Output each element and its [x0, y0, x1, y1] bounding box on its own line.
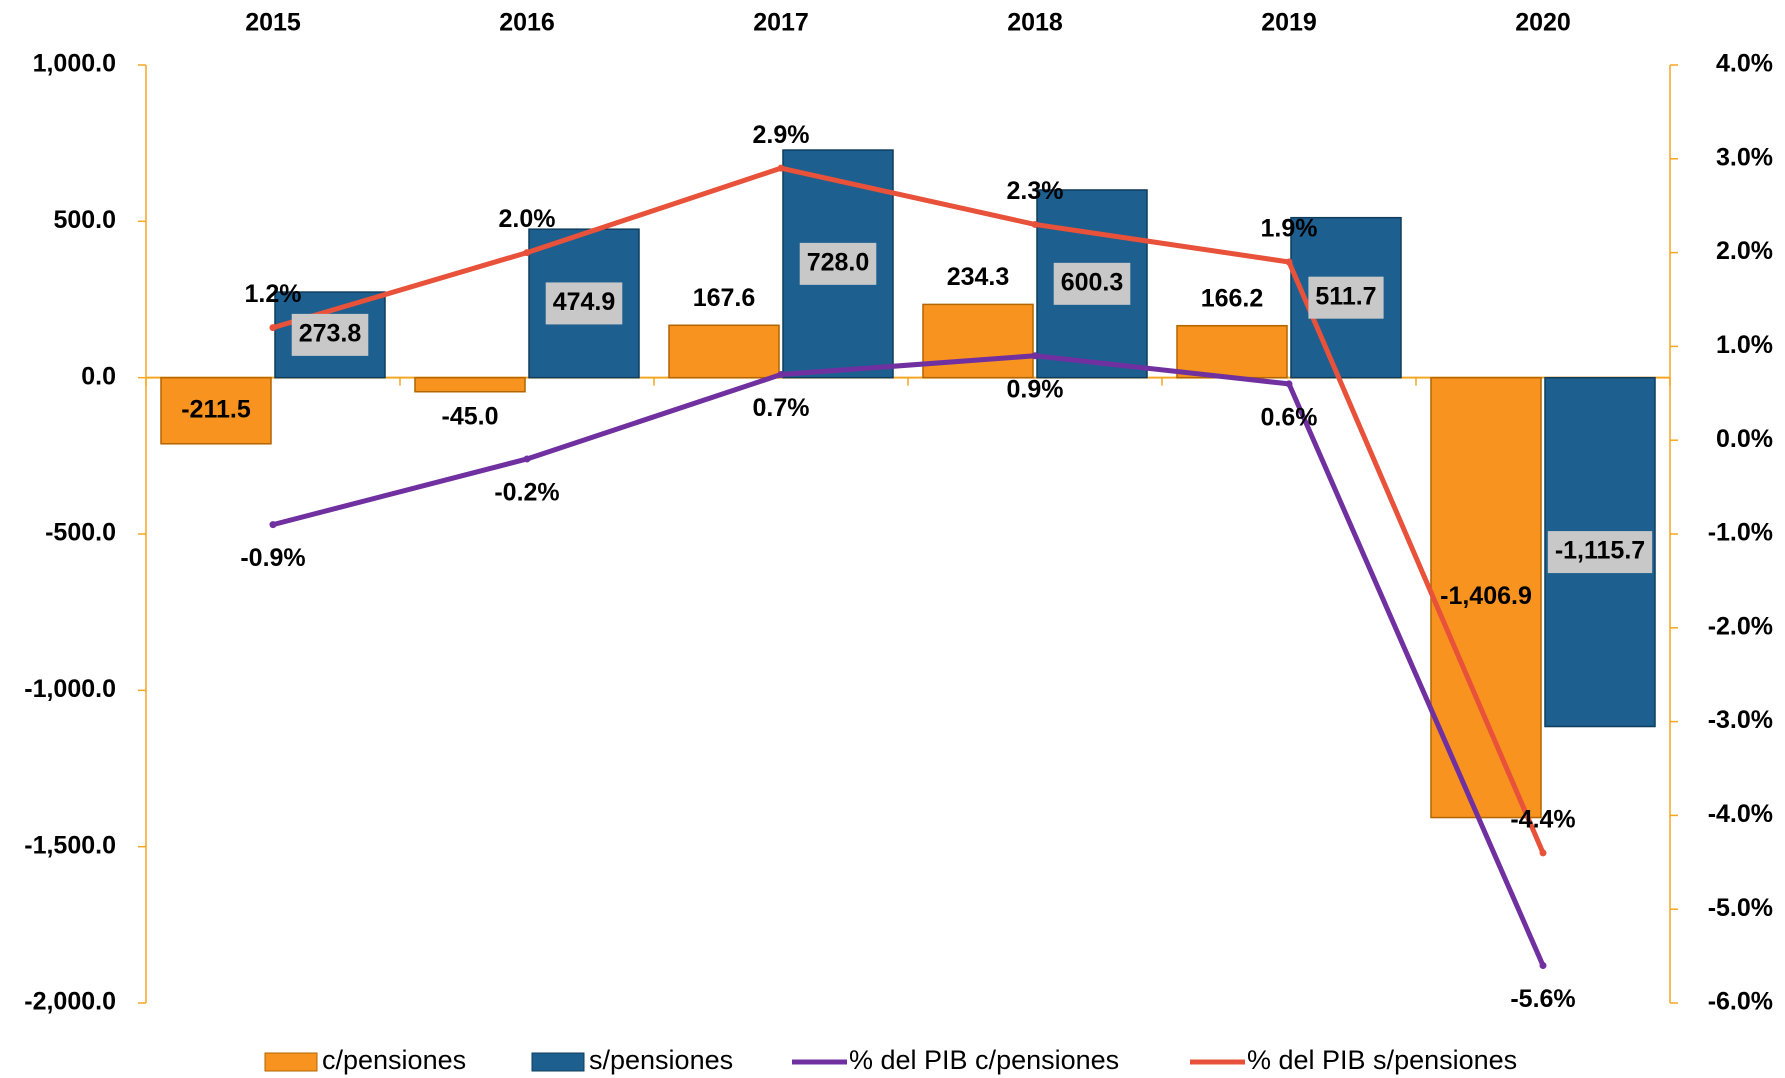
line-point [1540, 962, 1547, 969]
x-tick-label: 2016 [499, 9, 555, 37]
bar [669, 325, 779, 377]
line-point [1032, 221, 1039, 228]
line-point [778, 165, 785, 172]
legend-swatch [532, 1053, 584, 1071]
data-label: 0.9% [1007, 375, 1064, 403]
data-label: -5.6% [1510, 985, 1575, 1013]
bar [923, 304, 1033, 377]
y-tick-label: 500.0 [53, 206, 116, 234]
line-point [1032, 352, 1039, 359]
legend-label: c/pensiones [322, 1045, 466, 1075]
y2-tick-label: 1.0% [1716, 331, 1773, 359]
bar [1177, 326, 1287, 378]
y2-tick-label: -4.0% [1708, 800, 1773, 828]
data-label: -211.5 [181, 395, 251, 423]
line-point [1286, 258, 1293, 265]
data-label: -0.9% [240, 544, 305, 572]
data-label: 0.7% [753, 394, 810, 422]
legend-label: % del PIB s/pensiones [1247, 1045, 1517, 1075]
line-point [270, 521, 277, 528]
y2-tick-label: 4.0% [1716, 50, 1773, 78]
line-point [524, 455, 531, 462]
line-point [778, 371, 785, 378]
legend-label: % del PIB c/pensiones [849, 1045, 1119, 1075]
y2-tick-label: -2.0% [1708, 612, 1773, 640]
data-label: -1,406.9 [1440, 582, 1532, 610]
line-point [1540, 849, 1547, 856]
data-label: 234.3 [947, 263, 1010, 291]
data-label: 474.9 [553, 288, 616, 316]
y2-tick-label: -6.0% [1708, 988, 1773, 1016]
data-label: 2.0% [499, 205, 556, 233]
legend-swatch [265, 1053, 317, 1071]
chart: -2,000.0 -1,500.0 -1,000.0 -500.0 0.0 500.0 1,… [0, 0, 1785, 1078]
x-tick-label: 2018 [1007, 9, 1063, 37]
y-tick-label: -1,500.0 [24, 831, 116, 859]
x-tick-label: 2020 [1515, 9, 1571, 37]
data-label: 2.3% [1007, 177, 1064, 205]
y-tick-label: -500.0 [45, 519, 116, 547]
line-point [524, 249, 531, 256]
legend-label: s/pensiones [589, 1045, 733, 1075]
y-tick-label: -1,000.0 [24, 675, 116, 703]
y2-tick-label: -3.0% [1708, 706, 1773, 734]
y-tick-label: 1,000.0 [33, 50, 116, 78]
data-label: 511.7 [1315, 282, 1376, 310]
y-tick-label: 0.0 [81, 362, 116, 390]
data-label: 273.8 [299, 319, 362, 347]
data-label: 167.6 [693, 284, 756, 312]
x-tick-label: 2015 [245, 9, 301, 37]
x-tick-label: 2019 [1261, 9, 1317, 37]
y2-tick-label: -5.0% [1708, 894, 1773, 922]
data-label: -1,115.7 [1555, 537, 1645, 565]
data-label: 0.6% [1261, 404, 1318, 432]
bar [415, 378, 525, 392]
y2-tick-label: 0.0% [1716, 425, 1773, 453]
data-label: 600.3 [1061, 268, 1124, 296]
data-label: -45.0 [442, 402, 499, 430]
x-tick-label: 2017 [753, 9, 809, 37]
line-point [1286, 380, 1293, 387]
data-label: 166.2 [1201, 284, 1264, 312]
data-label: 1.9% [1261, 215, 1318, 243]
y-tick-label: -2,000.0 [24, 988, 116, 1016]
y2-tick-label: -1.0% [1708, 519, 1773, 547]
data-label: 728.0 [807, 248, 870, 276]
data-label: 2.9% [753, 121, 810, 149]
y2-tick-label: 3.0% [1716, 143, 1773, 171]
data-label: 1.2% [245, 280, 302, 308]
data-label: -0.2% [494, 479, 559, 507]
line [273, 356, 1543, 966]
line-point [270, 324, 277, 331]
y2-tick-label: 2.0% [1716, 237, 1773, 265]
data-label: -4.4% [1510, 806, 1575, 834]
